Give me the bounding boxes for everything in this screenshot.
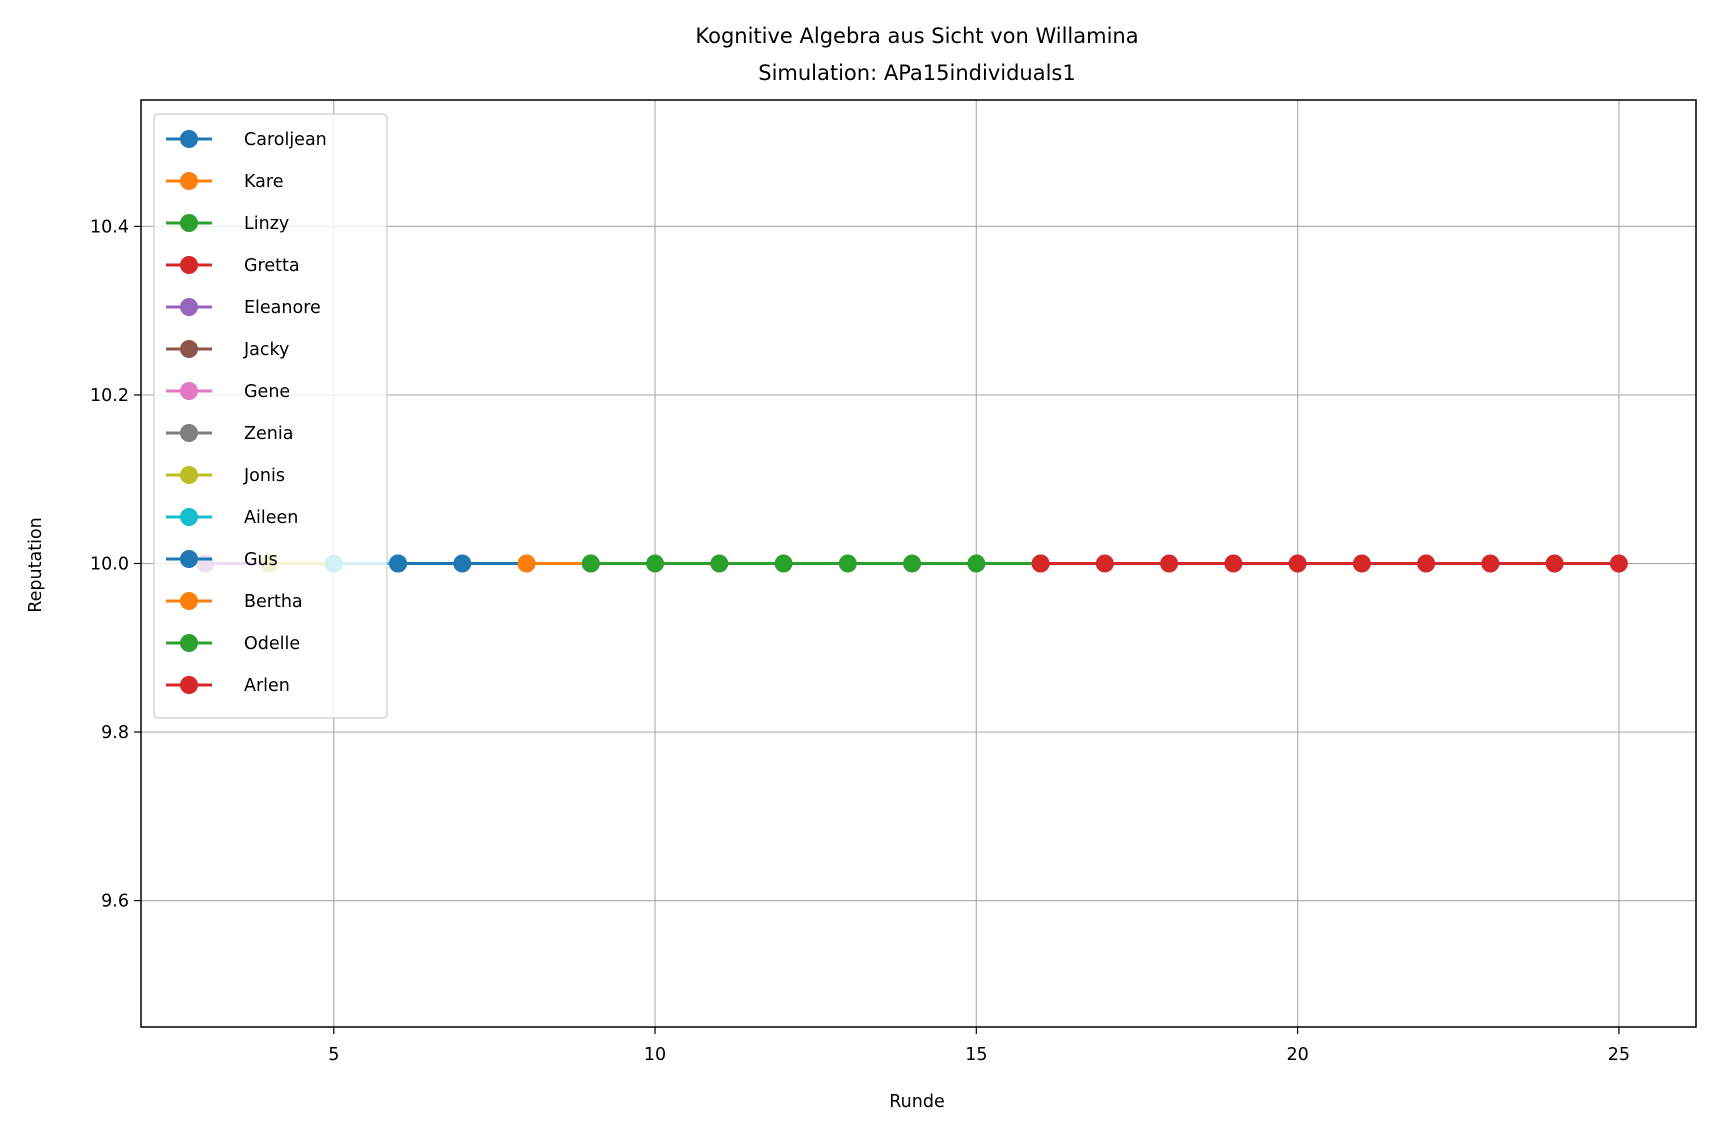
- legend-marker: [180, 592, 198, 610]
- data-point: [838, 554, 857, 573]
- y-tick-label: 10.0: [90, 555, 129, 575]
- data-point: [1545, 554, 1564, 573]
- y-tick-label: 10.2: [90, 386, 129, 406]
- x-tick-label: 15: [965, 1045, 987, 1065]
- legend-item-eleanore: Eleanore: [166, 298, 321, 318]
- legend-label: Bertha: [244, 592, 303, 612]
- x-tick-label: 10: [644, 1045, 666, 1065]
- data-point: [1031, 554, 1050, 573]
- legend-item-gene: Gene: [166, 382, 290, 402]
- y-axis-label: Reputation: [26, 517, 46, 612]
- legend-label: Odelle: [244, 634, 300, 654]
- legend: Caroljean Kare Linzy Gretta Eleanore Jacky Gen…: [153, 113, 388, 719]
- data-point: [453, 554, 472, 573]
- data-point: [517, 554, 536, 573]
- legend-box: [153, 113, 388, 719]
- legend-item-caroljean: Caroljean: [166, 130, 327, 150]
- series-arlen: [1031, 554, 1628, 573]
- axis-ticks: 5 10 15 20 25 9.6 9.8 10.0 10.2 10.4: [90, 217, 1630, 1065]
- data-point: [710, 554, 729, 573]
- legend-marker: [180, 214, 198, 232]
- x-tick-label: 5: [328, 1045, 339, 1065]
- y-tick-label: 9.6: [101, 892, 129, 912]
- legend-marker: [180, 466, 198, 484]
- legend-marker: [180, 508, 198, 526]
- legend-marker: [180, 634, 198, 652]
- legend-label: Gretta: [244, 256, 300, 276]
- legend-marker: [180, 676, 198, 694]
- legend-item-kare: Kare: [166, 172, 283, 192]
- x-tick-label: 25: [1608, 1045, 1630, 1065]
- legend-label: Linzy: [244, 214, 289, 234]
- y-tick-label: 10.4: [90, 217, 129, 237]
- legend-label: Jacky: [243, 340, 289, 360]
- x-tick-label: 20: [1286, 1045, 1308, 1065]
- legend-marker: [180, 172, 198, 190]
- data-point: [581, 554, 600, 573]
- legend-item-jonis: Jonis: [166, 466, 285, 486]
- legend-label: Jonis: [243, 466, 285, 486]
- chart-title: Kognitive Algebra aus Sicht von Willamin…: [695, 24, 1138, 48]
- data-point: [1481, 554, 1500, 573]
- data-point: [1352, 554, 1371, 573]
- legend-marker: [180, 382, 198, 400]
- data-point: [1224, 554, 1243, 573]
- data-point: [1288, 554, 1307, 573]
- legend-label: Kare: [244, 172, 283, 192]
- legend-item-zenia: Zenia: [166, 424, 293, 444]
- legend-label: Zenia: [244, 424, 293, 444]
- legend-item-gretta: Gretta: [166, 256, 300, 276]
- legend-label: Gus: [244, 550, 278, 570]
- data-point: [1160, 554, 1179, 573]
- x-axis-label: Runde: [889, 1092, 944, 1112]
- legend-item-odelle: Odelle: [166, 634, 300, 654]
- legend-label: Aileen: [244, 508, 298, 528]
- y-tick-label: 9.8: [101, 723, 129, 743]
- chart-subtitle: Simulation: APa15individuals1: [758, 61, 1076, 85]
- legend-label: Caroljean: [244, 130, 327, 150]
- legend-marker: [180, 298, 198, 316]
- legend-marker: [180, 550, 198, 568]
- data-point: [903, 554, 922, 573]
- data-point: [646, 554, 665, 573]
- legend-marker: [180, 256, 198, 274]
- data-point: [1095, 554, 1114, 573]
- data-point: [774, 554, 793, 573]
- legend-label: Eleanore: [244, 298, 321, 318]
- data-point: [389, 554, 408, 573]
- data-point: [967, 554, 986, 573]
- legend-item-jacky: Jacky: [166, 340, 289, 360]
- data-point: [1417, 554, 1436, 573]
- data-point: [1609, 554, 1628, 573]
- legend-item-linzy: Linzy: [166, 214, 289, 234]
- legend-item-arlen: Arlen: [166, 676, 290, 696]
- legend-item-aileen: Aileen: [166, 508, 298, 528]
- legend-marker: [180, 424, 198, 442]
- legend-item-gus: Gus: [166, 550, 278, 570]
- legend-marker: [180, 130, 198, 148]
- legend-marker: [180, 340, 198, 358]
- legend-label: Gene: [244, 382, 290, 402]
- legend-label: Arlen: [244, 676, 290, 696]
- legend-item-bertha: Bertha: [166, 592, 303, 612]
